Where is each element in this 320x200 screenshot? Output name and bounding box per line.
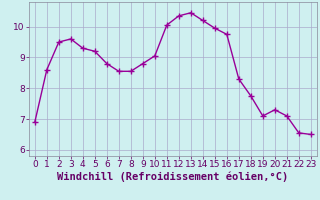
- X-axis label: Windchill (Refroidissement éolien,°C): Windchill (Refroidissement éolien,°C): [57, 172, 288, 182]
